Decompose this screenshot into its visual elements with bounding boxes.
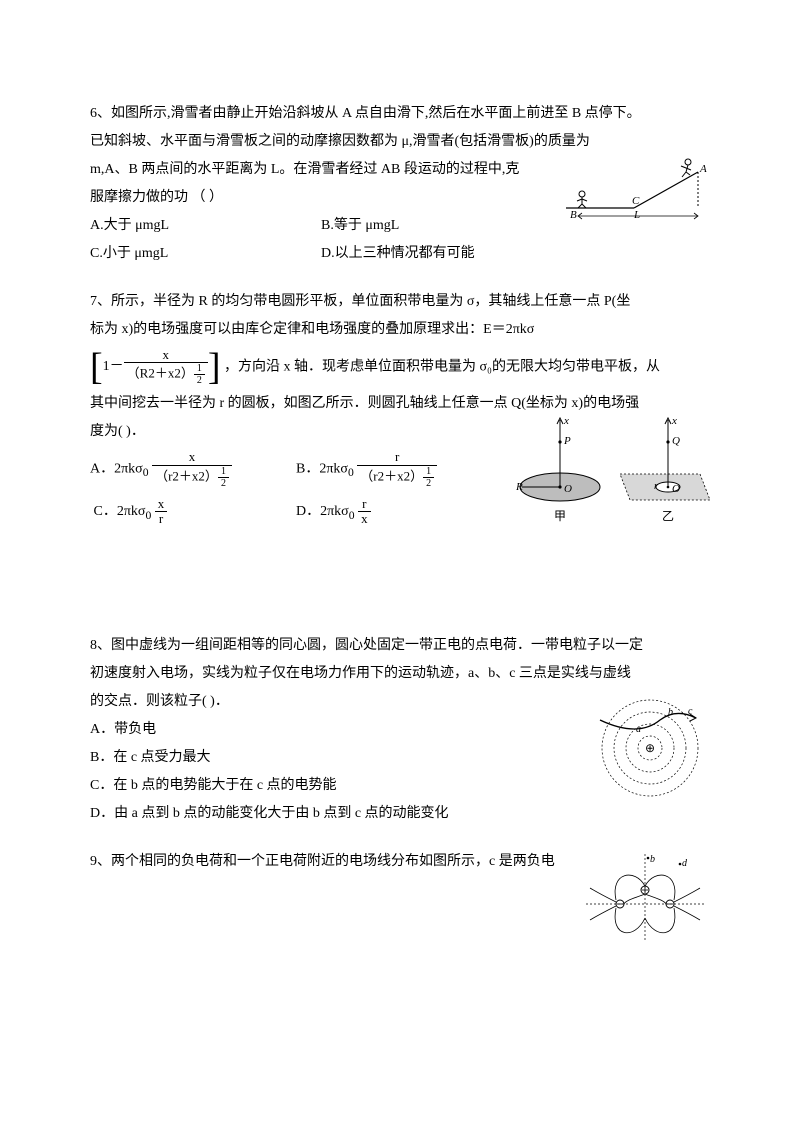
svg-text:x: x xyxy=(671,415,677,427)
question-6: 6、如图所示,滑雪者由静止开始沿斜坡从 A 点自由滑下,然后在水平面上前进至 B… xyxy=(90,100,710,268)
q7-figure: R O P x 甲 r O Q x 乙 xyxy=(510,412,710,532)
q7-options-AB: A．2πkσ0 x （r2＋x2）12 B．2πkσ0 r （r2＋x2）12 xyxy=(90,450,502,488)
q8-line2: 初速度射入电场，实线为粒子仅在电场力作用下的运动轨迹，a、b、c 三点是实线与虚… xyxy=(90,660,710,688)
q9-figure: b d xyxy=(580,848,710,948)
svg-text:P: P xyxy=(563,435,571,447)
q7-line1: 7、所示，半径为 R 的均匀带电圆形平板，单位面积带电量为 σ，其轴线上任意一点… xyxy=(90,288,710,316)
q7-optA: A．2πkσ0 x （r2＋x2）12 xyxy=(90,450,296,488)
frac-x-over-R2x2: x （R2＋x2）12 xyxy=(124,348,208,386)
q6-optC: C.小于 μmgL xyxy=(90,240,321,268)
q6-optA: A.大于 μmgL xyxy=(90,212,321,240)
fig-label-L: L xyxy=(633,209,640,220)
svg-text:甲: 甲 xyxy=(554,509,566,523)
q6-line1: 6、如图所示,滑雪者由静止开始沿斜坡从 A 点自由滑下,然后在水平面上前进至 B… xyxy=(90,100,710,128)
q6-figure: A B C L xyxy=(560,152,710,220)
fig-label-C: C xyxy=(632,195,640,207)
svg-text:b: b xyxy=(668,707,673,718)
q7-optD: D．2πkσ0 rx xyxy=(296,497,502,527)
q6-optB: B.等于 μmgL xyxy=(321,212,552,240)
one-minus: 1－ xyxy=(103,356,124,378)
svg-text:c: c xyxy=(688,706,693,717)
q8-line1: 8、图中虚线为一组间距相等的同心圆，圆心处固定一带正电的点电荷．一带电粒子以一定 xyxy=(90,632,710,660)
q8-optD: D．由 a 点到 b 点的动能变化大于由 b 点到 c 点的动能变化 xyxy=(90,800,710,828)
q7-optC: C．2πkσ0 xr xyxy=(90,497,296,527)
q7-line2: 标为 x)的电场强度可以由库仑定律和电场强度的叠加原理求出：E＝2πkσ xyxy=(90,316,710,344)
fig-label-B: B xyxy=(570,209,577,220)
q7-options-CD: C．2πkσ0 xr D．2πkσ0 rx xyxy=(90,497,502,527)
question-9: b d 9、两个相同的负电荷和一个正电荷附近的电场线分布如图所示，c 是两负电 xyxy=(90,848,710,948)
q6-optD: D.以上三种情况都有可能 xyxy=(321,240,552,268)
q7-line4: 其中间挖去一半径为 r 的圆板，如图乙所示．则圆孔轴线上任意一点 Q(坐标为 x… xyxy=(90,390,710,418)
fig-label-A: A xyxy=(699,163,707,175)
q7-line3-tail: ，方向沿 x 轴．现考虑单位面积带电量为 σ₀的无限大均匀带电平板，从 xyxy=(224,359,660,374)
svg-text:O: O xyxy=(564,483,572,495)
svg-text:a: a xyxy=(636,724,641,735)
svg-text:b: b xyxy=(650,854,655,865)
q7-optB: B．2πkσ0 r （r2＋x2）12 xyxy=(296,450,502,488)
svg-text:R: R xyxy=(515,481,523,493)
svg-text:d: d xyxy=(682,858,688,869)
question-7: 7、所示，半径为 R 的均匀带电圆形平板，单位面积带电量为 σ，其轴线上任意一点… xyxy=(90,288,710,532)
svg-text:r: r xyxy=(654,481,658,492)
svg-text:O: O xyxy=(672,483,680,495)
question-8: 8、图中虚线为一组间距相等的同心圆，圆心处固定一带正电的点电荷．一带电粒子以一定… xyxy=(90,632,710,828)
svg-text:Q: Q xyxy=(672,435,680,447)
svg-text:⊕: ⊕ xyxy=(645,741,655,755)
q6-options: A.大于 μmgL B.等于 μmgL C.小于 μmgL D.以上三种情况都有… xyxy=(90,212,552,268)
svg-text:乙: 乙 xyxy=(662,509,674,523)
q7-bracket-expr: [ 1－ x （R2＋x2）12 ] xyxy=(90,348,221,386)
q8-figure: ⊕ a b c xyxy=(590,688,710,798)
